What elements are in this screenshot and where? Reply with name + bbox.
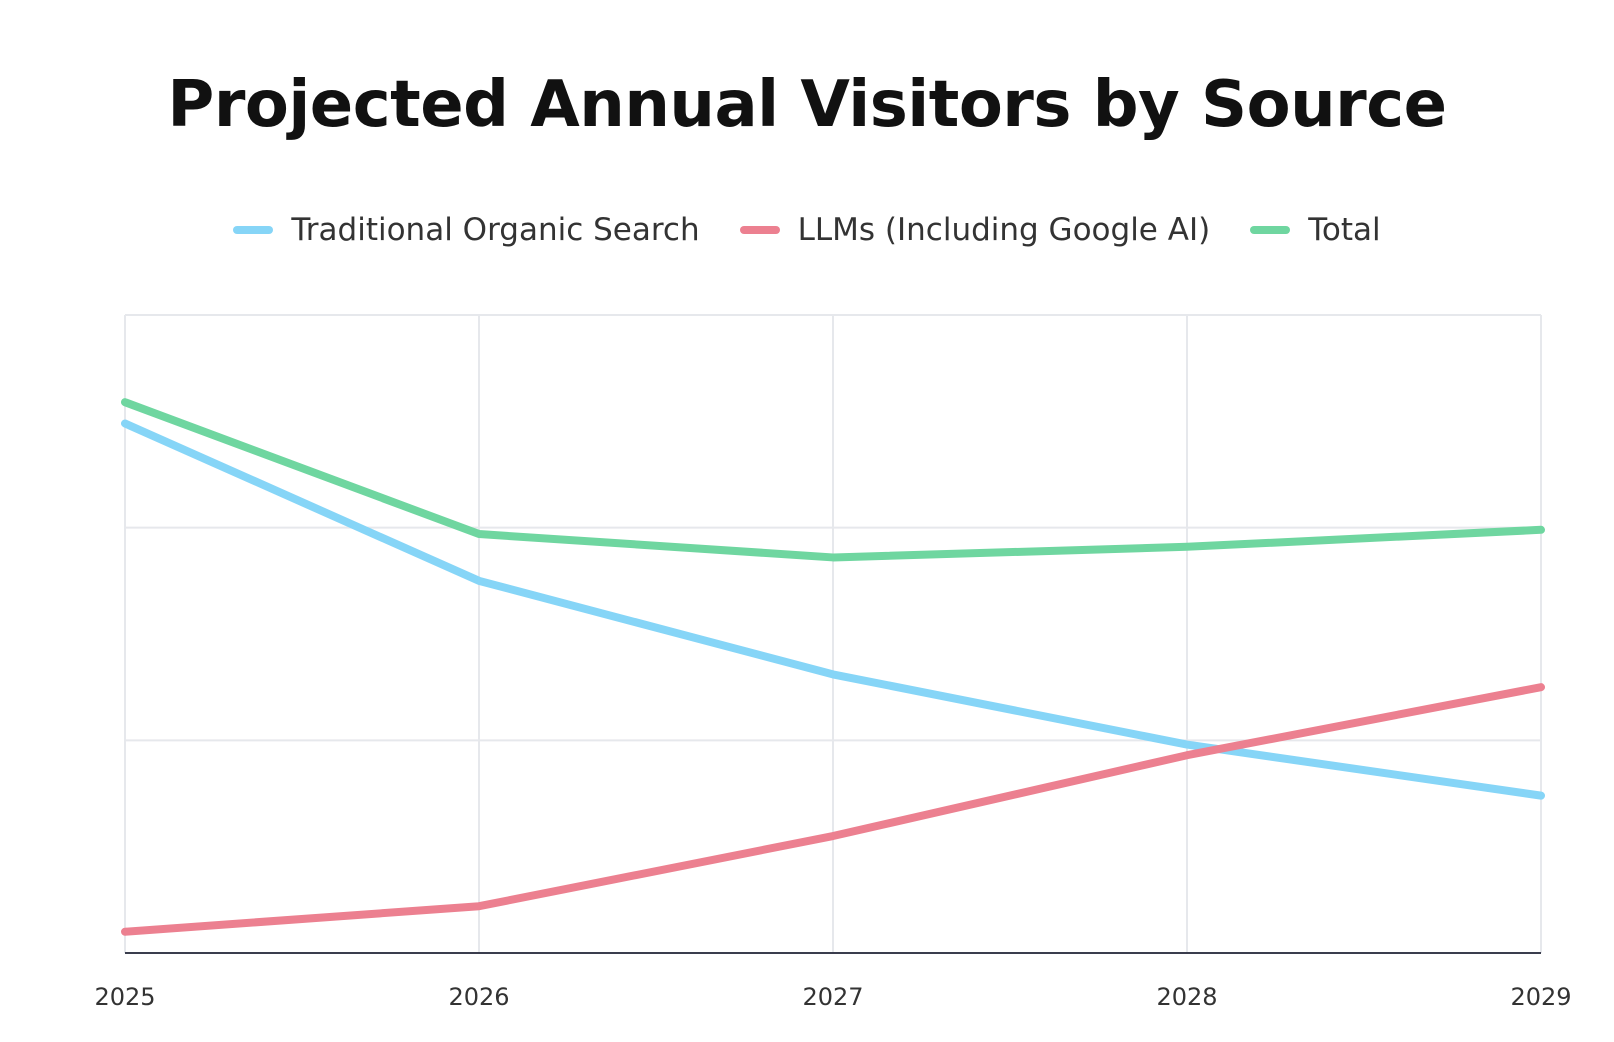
x-tick-label: 2028 — [1156, 983, 1217, 1011]
x-tick-label: 2027 — [802, 983, 863, 1011]
x-tick-label: 2025 — [94, 983, 155, 1011]
legend-item-total: Total — [1250, 212, 1381, 248]
x-tick-label: 2029 — [1510, 983, 1571, 1011]
legend-item-llms: LLMs (Including Google AI) — [739, 212, 1211, 248]
legend-label: LLMs (Including Google AI) — [797, 212, 1211, 248]
legend-swatch — [233, 226, 274, 234]
legend-label: Total — [1308, 212, 1381, 248]
legend-item-organic: Traditional Organic Search — [233, 212, 700, 248]
legend-swatch — [739, 226, 780, 234]
legend: Traditional Organic Search LLMs (Includi… — [0, 212, 1614, 248]
legend-swatch — [1250, 226, 1291, 234]
x-tick-label: 2026 — [448, 983, 509, 1011]
legend-label: Traditional Organic Search — [291, 212, 700, 248]
chart-title: Projected Annual Visitors by Source — [167, 68, 1447, 142]
